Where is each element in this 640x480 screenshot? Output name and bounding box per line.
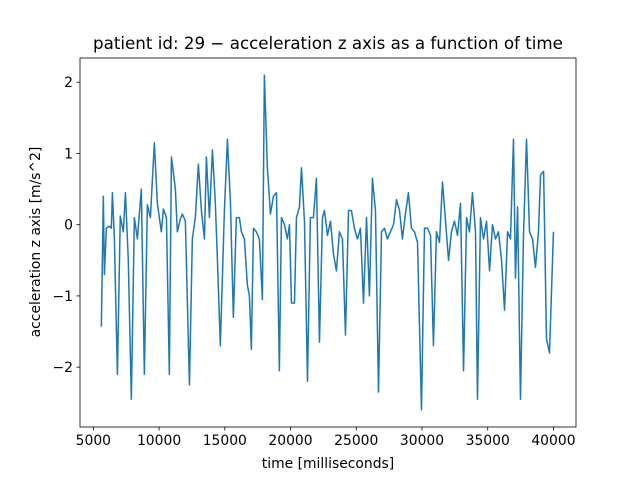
data-line [100, 74, 555, 411]
x-tick-label: 15000 [203, 433, 247, 449]
x-tick-label: 30000 [400, 433, 444, 449]
y-tick-label: −2 [53, 360, 73, 376]
x-tick-label: 10000 [137, 433, 181, 449]
x-tick-label: 40000 [531, 433, 575, 449]
x-tick-label: 35000 [466, 433, 510, 449]
y-tick-label: 0 [64, 218, 73, 234]
x-axis-label: time [milliseconds] [262, 456, 394, 472]
y-tick-label: 1 [64, 146, 73, 162]
y-axis-label: acceleration z axis [m/s^2] [28, 147, 44, 338]
x-tick-label: 5000 [76, 433, 111, 449]
x-tick-label: 25000 [334, 433, 378, 449]
plot-frame [79, 57, 577, 428]
chart-title: patient id: 29 − acceleration z axis as … [93, 33, 563, 53]
x-tick-label: 20000 [268, 433, 312, 449]
y-tick-label: −1 [53, 289, 73, 305]
y-tick-label: 2 [64, 75, 73, 91]
